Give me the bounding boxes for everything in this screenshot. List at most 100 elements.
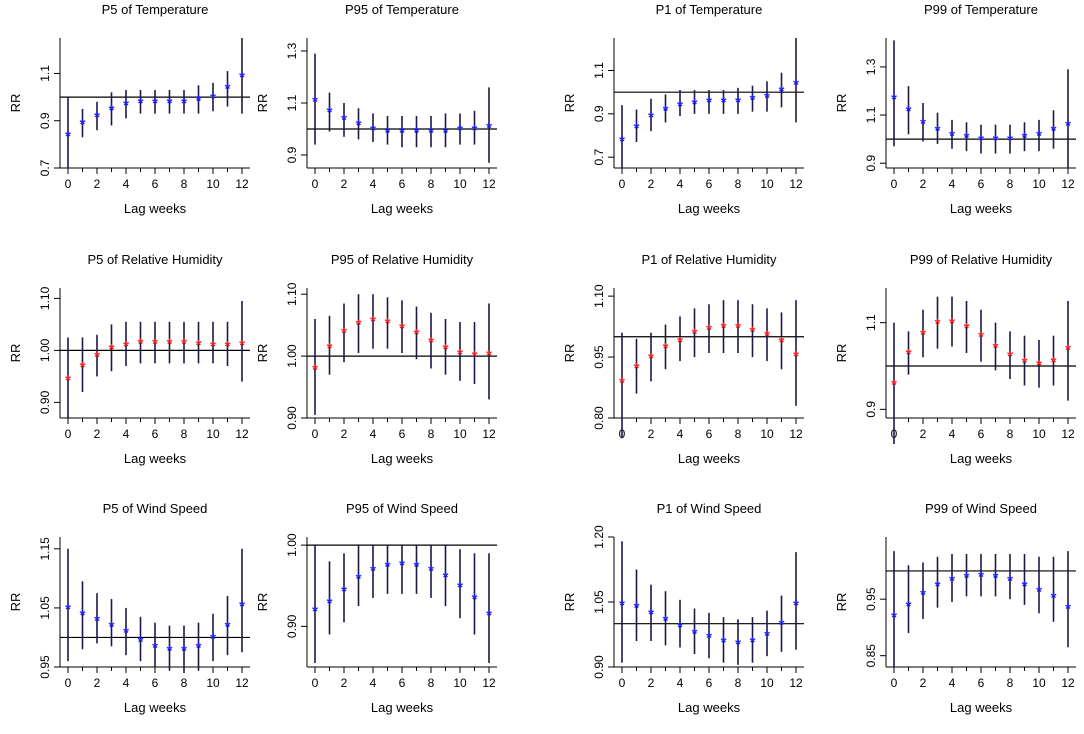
rr-marker: * <box>457 579 463 596</box>
chart-panel: P5 of Relative Humidity 0 2 4 6 8 10 12 Lag week… <box>8 252 250 466</box>
chart-panel: P5 of Temperature 0 2 4 6 8 10 12 Lag weeks 0.7 0.… <box>8 2 250 216</box>
y-tick-label: 0.90 <box>285 406 299 430</box>
rr-marker: * <box>399 557 405 574</box>
rr-marker: * <box>109 619 115 636</box>
x-tick-label: 12 <box>482 427 496 441</box>
y-tick-label: 0.9 <box>864 155 878 172</box>
x-tick-label: 0 <box>312 427 319 441</box>
x-tick-label: 2 <box>920 676 927 690</box>
rr-marker: * <box>634 599 640 616</box>
y-axis-label: RR <box>562 344 577 363</box>
y-tick-label: 1.00 <box>285 533 299 557</box>
rr-marker: * <box>891 376 897 393</box>
x-tick-label: 2 <box>341 676 348 690</box>
x-tick-label: 10 <box>1032 676 1046 690</box>
rr-marker: * <box>735 94 741 111</box>
rr-marker: * <box>123 97 129 114</box>
rr-marker: * <box>663 340 669 357</box>
x-tick-label: 10 <box>760 676 774 690</box>
rr-marker: * <box>94 109 100 126</box>
x-tick-label: 6 <box>152 676 159 690</box>
rr-marker: * <box>619 374 625 391</box>
chart-title: P5 of Temperature <box>102 2 209 17</box>
rr-marker: * <box>949 127 955 144</box>
rr-marker: * <box>692 326 698 343</box>
rr-marker: * <box>978 132 984 149</box>
chart-panel: P95 of Relative Humidity 0 2 4 6 8 10 12 Lag wee… <box>255 252 497 466</box>
x-tick-label: 12 <box>789 427 803 441</box>
y-axis-label: RR <box>255 344 270 363</box>
x-tick-label: 2 <box>920 427 927 441</box>
rr-marker: * <box>399 320 405 337</box>
x-tick-label: 8 <box>181 177 188 191</box>
y-tick-label: 0.95 <box>592 345 606 369</box>
rr-marker: * <box>692 625 698 642</box>
rr-marker: * <box>706 630 712 647</box>
y-tick-label: 1.15 <box>38 537 52 561</box>
rr-marker: * <box>735 636 741 653</box>
rr-marker: * <box>793 348 799 365</box>
rr-marker: * <box>648 606 654 623</box>
x-axis-label: Lag weeks <box>678 451 741 466</box>
rr-marker: * <box>428 334 434 351</box>
y-tick-label: 0.95 <box>38 655 52 679</box>
chart-title: P5 of Relative Humidity <box>87 252 223 267</box>
rr-marker: * <box>993 132 999 149</box>
y-axis-label: RR <box>834 593 849 612</box>
x-tick-label: 8 <box>428 676 435 690</box>
rr-marker: * <box>356 117 362 134</box>
rr-marker: * <box>385 315 391 332</box>
x-tick-label: 8 <box>181 676 188 690</box>
rr-marker: * <box>239 337 245 354</box>
rr-marker: * <box>65 128 71 145</box>
x-tick-label: 0 <box>312 676 319 690</box>
x-tick-label: 6 <box>978 427 985 441</box>
x-tick-label: 8 <box>1007 427 1014 441</box>
x-tick-label: 8 <box>735 676 742 690</box>
x-tick-label: 12 <box>789 177 803 191</box>
rr-marker: * <box>663 612 669 629</box>
rr-marker: * <box>486 607 492 624</box>
chart-title: P99 of Temperature <box>924 2 1038 17</box>
rr-marker: * <box>472 348 478 365</box>
rr-marker: * <box>210 630 216 647</box>
y-axis-label: RR <box>255 94 270 113</box>
rr-marker: * <box>1036 357 1042 374</box>
x-tick-label: 2 <box>341 427 348 441</box>
x-tick-label: 12 <box>1061 676 1075 690</box>
rr-marker: * <box>167 336 173 353</box>
rr-marker: * <box>1007 572 1013 589</box>
x-tick-label: 0 <box>619 177 626 191</box>
x-tick-label: 12 <box>235 427 249 441</box>
rr-marker: * <box>341 324 347 341</box>
rr-marker: * <box>385 125 391 142</box>
rr-marker: * <box>312 603 318 620</box>
y-tick-label: 0.9 <box>592 105 606 122</box>
x-tick-label: 4 <box>949 676 956 690</box>
chart-title: P95 of Relative Humidity <box>331 252 474 267</box>
rr-marker: * <box>225 81 231 98</box>
y-tick-label: 1.1 <box>864 314 878 331</box>
x-axis-label: Lag weeks <box>371 201 434 216</box>
rr-marker: * <box>634 120 640 137</box>
rr-marker: * <box>964 570 970 587</box>
x-tick-label: 10 <box>760 177 774 191</box>
rr-marker: * <box>891 91 897 108</box>
y-tick-label: 1.00 <box>38 338 52 362</box>
rr-marker: * <box>1036 584 1042 601</box>
rr-marker: * <box>1022 355 1028 372</box>
rr-marker: * <box>920 115 926 132</box>
x-tick-label: 8 <box>1007 676 1014 690</box>
rr-marker: * <box>779 334 785 351</box>
rr-marker: * <box>764 90 770 107</box>
rr-marker: * <box>327 104 333 121</box>
rr-marker: * <box>935 316 941 333</box>
rr-marker: * <box>721 320 727 337</box>
rr-marker: * <box>327 595 333 612</box>
chart-panel: P1 of Wind Speed 0 2 4 6 8 10 12 Lag weeks 0.90 1.… <box>562 501 804 715</box>
chart-panel: P95 of Temperature 0 2 4 6 8 10 12 Lag weeks 0.9 1… <box>255 2 497 216</box>
rr-marker: * <box>327 340 333 357</box>
